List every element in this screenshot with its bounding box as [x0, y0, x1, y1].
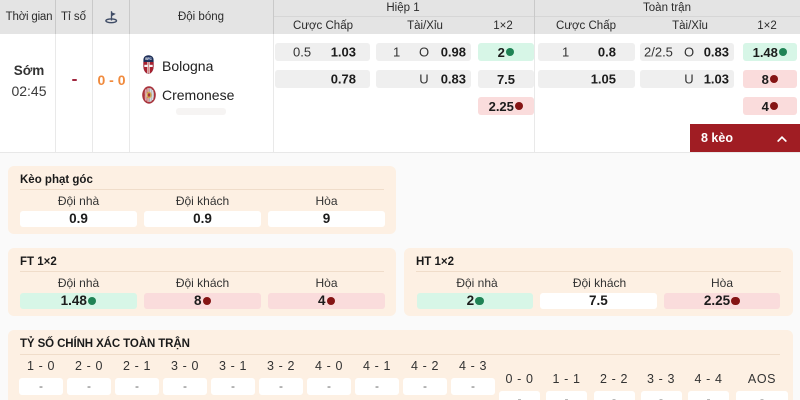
svg-text:BFC: BFC	[145, 57, 152, 61]
